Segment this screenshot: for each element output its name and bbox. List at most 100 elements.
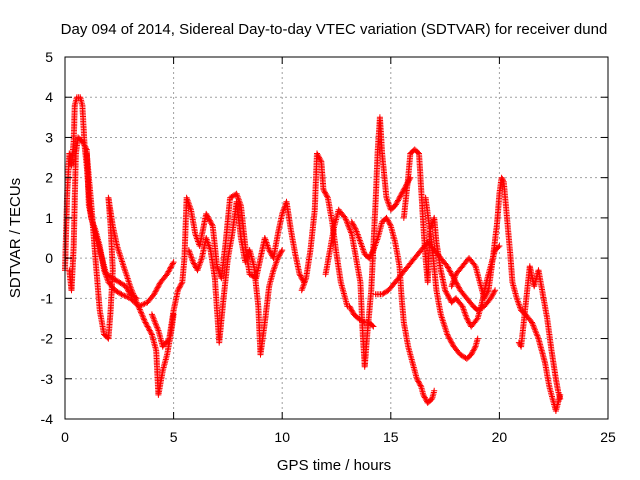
data-point	[141, 316, 148, 323]
data-point	[481, 295, 488, 302]
x-tick-label: 20	[492, 429, 508, 445]
data-point	[445, 264, 451, 271]
data-point	[489, 291, 496, 298]
data-point	[143, 320, 150, 327]
data-point	[83, 145, 89, 152]
data-point	[465, 318, 472, 325]
data-point	[370, 323, 377, 330]
data-point	[203, 210, 210, 217]
y-tick-label: 2	[45, 170, 53, 186]
data-point	[347, 228, 354, 235]
data-point	[118, 291, 125, 298]
data-point	[396, 194, 403, 201]
data-point	[320, 186, 327, 193]
data-point	[431, 387, 438, 394]
data-point	[417, 382, 424, 389]
data-point	[323, 192, 330, 199]
data-point	[468, 351, 475, 358]
y-tick-label: -4	[41, 411, 54, 427]
data-point	[471, 346, 478, 353]
data-point	[491, 288, 498, 295]
data-point	[154, 324, 161, 331]
data-point	[529, 319, 535, 326]
data-point	[414, 377, 421, 384]
data-point	[167, 265, 173, 272]
x-tick-label: 10	[274, 429, 290, 445]
data-point	[321, 188, 328, 195]
data-point	[169, 261, 176, 268]
data-point	[416, 381, 423, 388]
data-point	[175, 285, 182, 292]
data-point	[145, 324, 152, 331]
data-point	[498, 174, 505, 181]
data-point	[393, 200, 400, 207]
data-point	[266, 247, 273, 254]
data-point	[209, 221, 215, 228]
data-point	[483, 291, 490, 298]
data-point	[484, 290, 491, 296]
data-point	[395, 196, 402, 203]
data-point	[164, 271, 171, 278]
data-point	[136, 305, 143, 312]
data-point	[317, 157, 324, 164]
data-point	[190, 260, 197, 267]
data-point	[533, 331, 540, 338]
data-point	[297, 272, 304, 279]
data-point	[422, 395, 429, 402]
data-point	[151, 290, 158, 296]
data-point	[154, 284, 161, 291]
data-series	[62, 94, 564, 414]
data-point	[442, 287, 449, 294]
data-point	[414, 149, 421, 156]
data-point	[444, 263, 451, 270]
data-point	[466, 319, 472, 326]
data-point	[350, 222, 357, 229]
data-point	[138, 309, 144, 316]
data-point	[447, 268, 454, 275]
y-tick-label: -3	[41, 371, 54, 387]
data-point	[444, 331, 451, 338]
data-point	[146, 326, 152, 333]
data-point	[368, 251, 375, 258]
y-tick-label: -2	[41, 331, 54, 347]
data-point	[445, 332, 451, 339]
data-point	[455, 284, 462, 291]
data-point	[420, 391, 427, 398]
data-point	[128, 287, 135, 294]
data-point	[314, 151, 321, 158]
data-point	[445, 292, 451, 299]
data-point	[314, 150, 320, 157]
data-point	[169, 260, 176, 267]
data-point	[413, 375, 420, 382]
data-point	[142, 319, 149, 326]
data-point	[278, 248, 285, 255]
data-point	[492, 287, 499, 294]
data-point	[471, 344, 478, 351]
data-point	[131, 295, 138, 301]
data-point	[155, 283, 162, 290]
x-axis-title: GPS time / hours	[277, 457, 391, 474]
data-point	[149, 312, 156, 319]
data-point	[383, 214, 390, 221]
data-point	[444, 291, 451, 298]
data-point	[151, 291, 158, 298]
data-point	[80, 139, 87, 146]
data-point	[170, 259, 177, 266]
data-point	[315, 153, 322, 160]
data-point	[386, 220, 393, 227]
data-point	[127, 283, 134, 290]
data-point	[275, 253, 282, 260]
data-point	[447, 269, 454, 276]
data-point	[531, 326, 538, 333]
data-point	[342, 216, 349, 223]
data-point	[384, 216, 391, 223]
data-point	[277, 249, 284, 256]
data-point	[134, 300, 141, 307]
y-tick-label: -1	[41, 290, 54, 306]
data-point	[152, 288, 159, 295]
x-tick-label: 5	[170, 429, 178, 445]
data-point	[82, 143, 89, 150]
data-point	[205, 214, 212, 221]
y-tick-label: 4	[45, 89, 53, 105]
